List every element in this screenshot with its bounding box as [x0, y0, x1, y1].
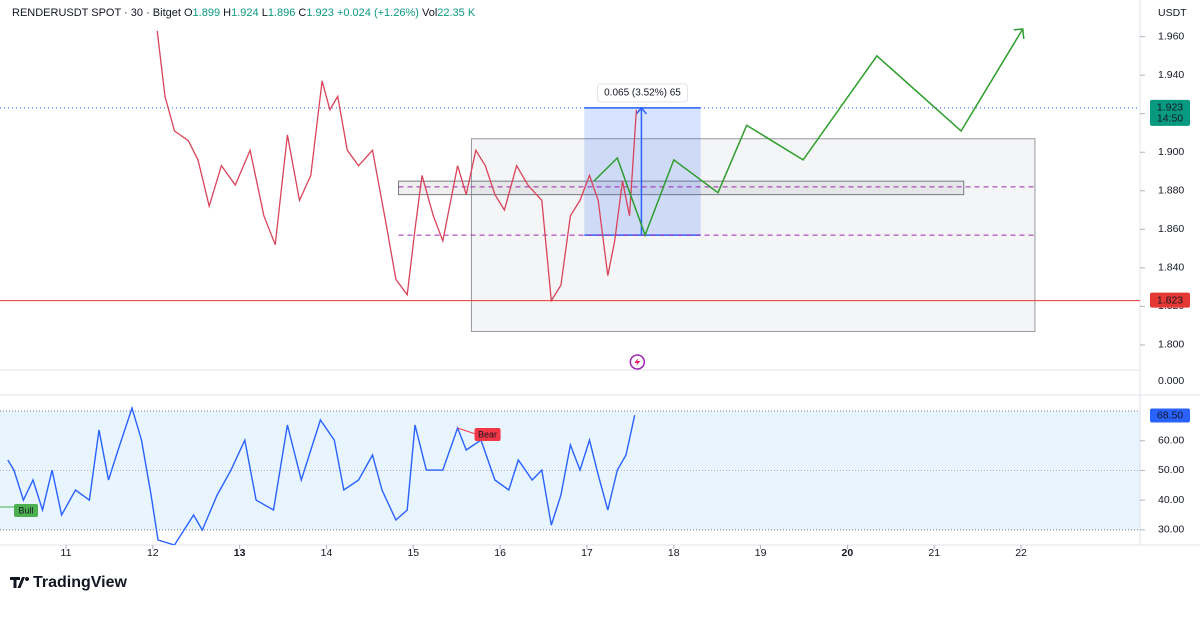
x-tick-label: 14: [321, 547, 333, 559]
y-tick-label: 1.840: [1158, 262, 1184, 274]
x-tick-label: 19: [755, 547, 767, 559]
measure-box: [584, 107, 701, 236]
rsi-line: [7, 405, 636, 545]
bull-label: Bull: [18, 505, 33, 515]
y-tick-label: 1.900: [1158, 146, 1184, 158]
x-tick-label: 17: [581, 547, 593, 559]
brand-logo: TradingView: [10, 574, 128, 591]
rsi-tick-label: 40.00: [1158, 494, 1184, 506]
x-tick-label: 15: [407, 547, 419, 559]
y-tick-label: 1.880: [1158, 185, 1184, 197]
rsi-tick-label: 60.00: [1158, 435, 1184, 447]
measure-arrow-head: [635, 106, 647, 115]
volume-value: 22.35 K: [437, 7, 476, 19]
bear-pointer: [457, 427, 476, 435]
volume-axis-label: 0.000: [1158, 375, 1184, 387]
measure-label-bg: [596, 83, 688, 103]
measure-label: 0.065 (3.52%) 65: [604, 88, 681, 99]
bear-label: Bear: [478, 429, 497, 439]
brand-name: TradingView: [33, 574, 128, 591]
price-badge-label: 1.923: [1157, 102, 1183, 114]
bear-label-bg: [474, 427, 501, 441]
ohlc-value: 1.896: [268, 7, 296, 19]
event-icon-bolt: [634, 358, 641, 366]
change: +0.024 (+1.26%): [337, 7, 419, 19]
x-tick-label: 21: [928, 547, 940, 559]
y-tick-label: 1.860: [1158, 223, 1184, 235]
rsi-tick-label: 50.00: [1158, 464, 1184, 476]
projection-arrow-head: [1013, 28, 1025, 39]
projection-path: [593, 28, 1024, 238]
logo-dot: [25, 577, 29, 581]
ohlc-key: O: [184, 7, 193, 19]
price-badge-label: 1.823: [1157, 294, 1183, 306]
price-badge: [1150, 99, 1190, 126]
ohlc-value: 1.899: [193, 7, 221, 19]
zone-box: [398, 180, 965, 196]
y-tick-label: 1.940: [1158, 69, 1184, 81]
chart-header: RENDERUSDT SPOT · 30 · Bitget O1.899 H1.…: [12, 7, 476, 19]
x-tick-label: 16: [494, 547, 506, 559]
y-tick-label: 1.960: [1158, 30, 1184, 42]
volume-key: Vol: [422, 7, 437, 19]
ohlc-value: 1.924: [231, 7, 259, 19]
price-badge: [1150, 292, 1190, 308]
rsi-badge: [1150, 408, 1190, 423]
x-tick-label: 11: [61, 547, 72, 559]
x-tick-label: 22: [1015, 547, 1027, 559]
bull-label-bg: [14, 504, 38, 517]
x-tick-label: 18: [668, 547, 680, 559]
price-line: [156, 30, 638, 303]
rsi-tick-label: 30.00: [1158, 524, 1184, 536]
countdown: 14:50: [1157, 113, 1183, 125]
y-tick-label: 1.800: [1158, 339, 1184, 351]
ohlc-key: H: [223, 7, 231, 19]
logo-icon: [10, 577, 25, 588]
x-tick-label: 13: [234, 547, 246, 559]
ohlc-key: L: [262, 7, 268, 19]
currency-label: USDT: [1158, 7, 1187, 19]
x-tick-label: 12: [147, 547, 159, 559]
rsi-badge-label: 68.50: [1157, 409, 1183, 421]
ohlc-value: 1.923: [306, 7, 334, 19]
x-tick-label: 20: [842, 547, 854, 559]
symbol: RENDERUSDT SPOT · 30 · Bitget: [12, 7, 181, 19]
ohlc-key: C: [298, 7, 306, 19]
